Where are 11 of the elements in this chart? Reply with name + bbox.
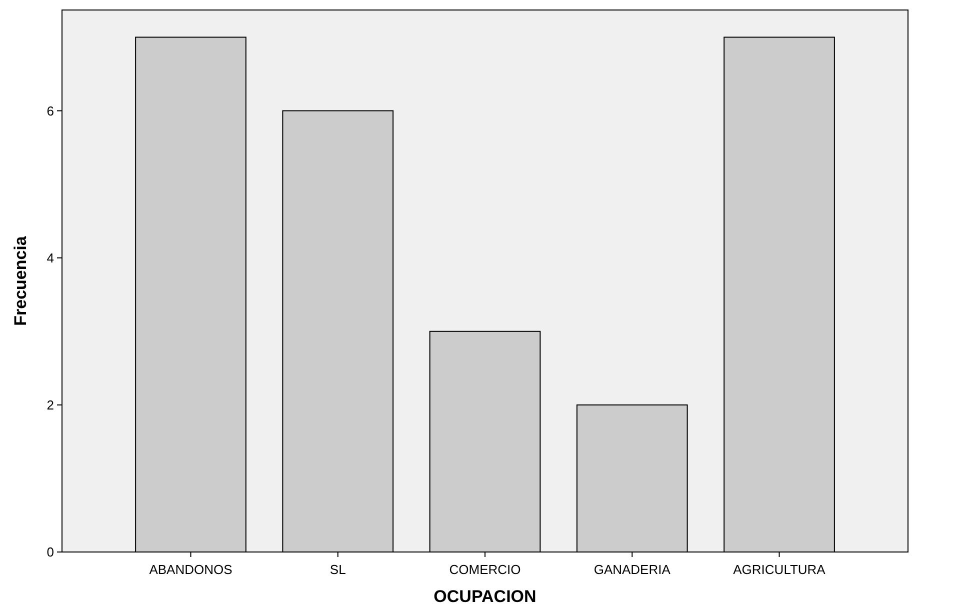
y-tick-label: 2 [46,397,54,412]
y-tick-label: 0 [46,544,54,560]
x-tick-label: SL [330,562,346,577]
x-tick-label: ABANDONOS [149,562,233,577]
y-tick-label: 4 [46,250,54,266]
x-tick-label: GANADERIA [594,562,671,577]
x-axis-title: OCUPACION [434,587,536,606]
x-tick-label: COMERCIO [449,562,521,577]
x-tick-label: AGRICULTURA [733,562,826,577]
y-tick-label: 6 [46,103,54,118]
y-axis-title: Frecuencia [11,236,30,326]
